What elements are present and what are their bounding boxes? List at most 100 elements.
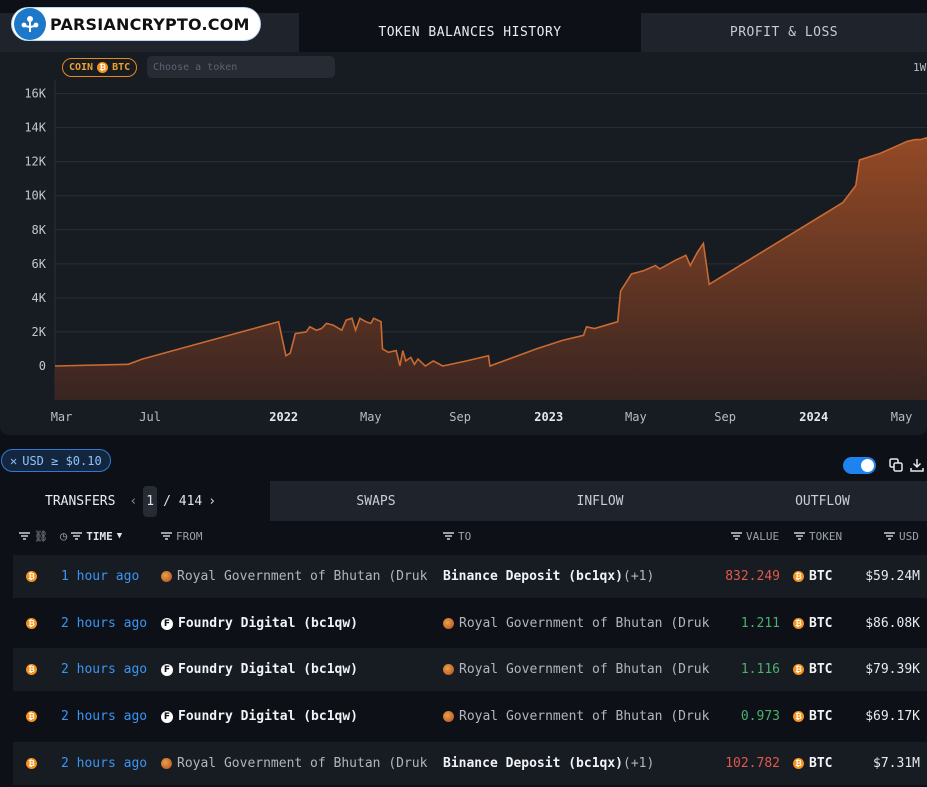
token-cell[interactable]: ₿ BTC: [793, 602, 853, 645]
bhutan-entity-icon: [161, 571, 172, 582]
tab-token-balances-history[interactable]: TOKEN BALANCES HISTORY: [299, 13, 641, 52]
from-entity[interactable]: F Foundry Digital (bc1qw): [161, 602, 431, 645]
table-row[interactable]: ₿ 2 hours ago Royal Government of Bhutan (…: [13, 742, 927, 785]
y-tick-label: 12K: [24, 155, 46, 169]
from-entity[interactable]: Royal Government of Bhutan (Druk: [161, 742, 431, 785]
tab-inflow[interactable]: INFLOW: [576, 493, 624, 509]
to-entity[interactable]: Royal Government of Bhutan (Druk: [443, 695, 713, 738]
time-link[interactable]: 1 hour ago: [61, 569, 140, 584]
y-tick-label: 6K: [32, 257, 47, 271]
y-tick-label: 8K: [32, 223, 47, 237]
col-to-header[interactable]: TO: [443, 521, 471, 551]
time-link[interactable]: 2 hours ago: [61, 756, 148, 771]
btc-icon: ₿: [793, 571, 804, 582]
y-tick-label: 10K: [24, 189, 46, 203]
tab-transfers[interactable]: TRANSFERS ‹ 1 / 414 ›: [0, 481, 270, 521]
filter-icon[interactable]: [19, 532, 30, 540]
x-tick-label: May: [891, 410, 913, 424]
time-link[interactable]: 2 hours ago: [61, 709, 148, 724]
to-entity[interactable]: Binance Deposit (bc1qx) (+1): [443, 742, 713, 785]
pagination: ‹ 1 / 414 ›: [129, 485, 217, 517]
from-entity[interactable]: F Foundry Digital (bc1qw): [161, 648, 431, 691]
token-cell[interactable]: ₿ BTC: [793, 742, 853, 785]
to-entity[interactable]: Royal Government of Bhutan (Druk: [443, 602, 713, 645]
token-search-input[interactable]: [147, 56, 335, 78]
usd-amount: $69.17K: [865, 709, 920, 724]
col-usd-header[interactable]: USD: [884, 521, 919, 551]
current-page-input[interactable]: 1: [143, 485, 158, 517]
usd-filter-icon[interactable]: [884, 532, 895, 540]
value-amount: 1.116: [740, 662, 780, 677]
btc-icon: ₿: [26, 758, 37, 769]
time-link[interactable]: 2 hours ago: [61, 616, 148, 631]
from-entity-name[interactable]: Foundry Digital (bc1qw): [178, 616, 359, 631]
usd-amount: $86.08K: [865, 616, 920, 631]
token-symbol: BTC: [809, 569, 833, 584]
tab-swaps[interactable]: SWAPS: [356, 493, 396, 509]
from-entity-name[interactable]: Royal Government of Bhutan (Druk: [177, 756, 428, 771]
token-cell[interactable]: ₿ BTC: [793, 648, 853, 691]
col-value-label: VALUE: [746, 529, 780, 543]
from-entity-name[interactable]: Foundry Digital (bc1qw): [178, 709, 359, 724]
time-link[interactable]: 2 hours ago: [61, 662, 148, 677]
site-logo[interactable]: PARSIANCRYPTO.COM: [12, 8, 260, 40]
x-tick-label: Sep: [449, 410, 471, 424]
to-entity[interactable]: Binance Deposit (bc1qx) (+1): [443, 555, 713, 598]
btc-icon: ₿: [793, 664, 804, 675]
token-cell[interactable]: ₿ BTC: [793, 695, 853, 738]
balance-area-chart: 16K 14K 12K 10K 8K 6K 4K 2K 0 Mar Jul 2022 May Sep 20…: [24, 80, 927, 424]
from-entity-name[interactable]: Royal Government of Bhutan (Druk: [177, 569, 428, 584]
btc-chain-icon: ₿: [26, 555, 40, 598]
value-filter-icon[interactable]: [731, 532, 742, 540]
col-value-header[interactable]: VALUE: [731, 521, 779, 551]
x-tick-label: Sep: [714, 410, 736, 424]
table-row[interactable]: ₿ 2 hours ago F Foundry Digital (bc1qw) Roya…: [13, 695, 927, 738]
col-from-header[interactable]: FROM: [161, 521, 203, 551]
col-time-header[interactable]: ◷ TIME ▼: [60, 521, 122, 551]
download-icon[interactable]: [910, 458, 924, 472]
to-entity[interactable]: Royal Government of Bhutan (Druk: [443, 648, 713, 691]
value-amount: 832.249: [725, 569, 780, 584]
from-entity[interactable]: F Foundry Digital (bc1qw): [161, 695, 431, 738]
col-filter-icon-header[interactable]: ⛓: [19, 521, 48, 551]
to-entity-name[interactable]: Binance Deposit (bc1qx): [443, 756, 624, 771]
from-entity[interactable]: Royal Government of Bhutan (Druk: [161, 555, 431, 598]
to-entity-name[interactable]: Binance Deposit (bc1qx): [443, 569, 624, 584]
btc-chain-icon: ₿: [26, 695, 40, 738]
link-icon[interactable]: ⛓: [34, 529, 48, 543]
time-filter-icon[interactable]: [71, 532, 83, 540]
coin-filter-pill[interactable]: COIN ₿ BTC: [62, 58, 138, 77]
y-tick-label: 0: [39, 359, 46, 373]
usd-amount: $59.24M: [865, 569, 920, 584]
from-entity-name[interactable]: Foundry Digital (bc1qw): [178, 662, 359, 677]
table-row[interactable]: ₿ 2 hours ago F Foundry Digital (bc1qw) Roya…: [13, 648, 927, 691]
tab-profit-loss[interactable]: PROFIT & LOSS: [641, 13, 927, 52]
from-filter-icon[interactable]: [161, 532, 172, 540]
token-filter-icon[interactable]: [794, 532, 805, 540]
close-icon[interactable]: ✕: [10, 453, 18, 468]
btc-icon: ₿: [26, 711, 37, 722]
table-row[interactable]: ₿ 2 hours ago F Foundry Digital (bc1qw) Roya…: [13, 602, 927, 645]
table-row[interactable]: ₿ 1 hour ago Royal Government of Bhutan (D…: [13, 555, 927, 598]
copy-icon[interactable]: [889, 458, 903, 472]
token-symbol: BTC: [809, 662, 833, 677]
sort-desc-icon[interactable]: ▼: [116, 531, 123, 541]
usd-filter-label: USD ≥ $0.10: [22, 453, 102, 468]
col-token-header[interactable]: TOKEN: [794, 521, 842, 551]
realtime-toggle[interactable]: [843, 457, 876, 474]
range-1w-button[interactable]: 1W: [913, 61, 927, 74]
y-tick-label: 4K: [32, 291, 47, 305]
to-extra-count[interactable]: (+1): [623, 756, 655, 771]
tab-outflow[interactable]: OUTFLOW: [795, 493, 850, 509]
value-amount: 102.782: [725, 756, 780, 771]
to-entity-name[interactable]: Royal Government of Bhutan (Druk: [459, 662, 710, 677]
token-cell[interactable]: ₿ BTC: [793, 555, 853, 598]
prev-page-icon[interactable]: ‹: [129, 493, 138, 509]
usd-min-filter-chip[interactable]: ✕ USD ≥ $0.10: [1, 449, 111, 472]
to-entity-name[interactable]: Royal Government of Bhutan (Druk: [459, 616, 710, 631]
next-page-icon[interactable]: ›: [208, 493, 217, 509]
to-filter-icon[interactable]: [443, 532, 454, 540]
to-extra-count[interactable]: (+1): [623, 569, 655, 584]
to-entity-name[interactable]: Royal Government of Bhutan (Druk: [459, 709, 710, 724]
btc-icon: ₿: [26, 664, 37, 675]
